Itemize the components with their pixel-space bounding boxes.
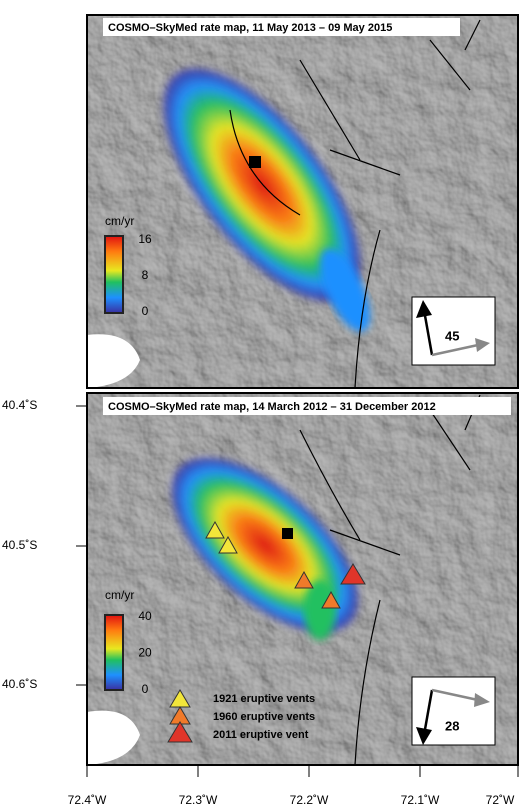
- longitude-label: 72.3˚W: [179, 793, 218, 807]
- longitude-label: 72.1˚W: [401, 793, 440, 807]
- colorbar-tick-label: 20: [138, 646, 152, 660]
- latitude-label: 40.4˚S: [2, 398, 37, 412]
- look-angle: 28: [445, 718, 459, 733]
- colorbar-tick-label: 0: [142, 304, 149, 318]
- figure: COSMO–SkyMed rate map, 11 May 2013 – 09 …: [0, 0, 524, 811]
- colorbar-tick-label: 8: [142, 268, 149, 282]
- latitude-label: 40.5˚S: [2, 538, 37, 552]
- colorbar-tick-label: 16: [138, 232, 152, 246]
- colorbar-tick-label: 40: [138, 609, 152, 623]
- colorbar-unit: cm/yr: [105, 214, 134, 228]
- legend-label: 1921 eruptive vents: [213, 693, 315, 705]
- look-angle: 45: [445, 328, 459, 343]
- legend-label: 1960 eruptive vents: [213, 711, 315, 723]
- panel-title: COSMO–SkyMed rate map, 11 May 2013 – 09 …: [108, 22, 392, 34]
- colorbar-unit: cm/yr: [105, 588, 134, 602]
- panel-title: COSMO–SkyMed rate map, 14 March 2012 – 3…: [108, 401, 436, 413]
- legend-label: 2011 eruptive vent: [213, 729, 309, 741]
- longitude-label: 72.4˚W: [68, 793, 107, 807]
- longitude-label: 72˚W: [486, 793, 515, 807]
- latitude-label: 40.6˚S: [2, 677, 37, 691]
- longitude-label: 72.2˚W: [290, 793, 329, 807]
- colorbar-tick-label: 0: [142, 682, 149, 696]
